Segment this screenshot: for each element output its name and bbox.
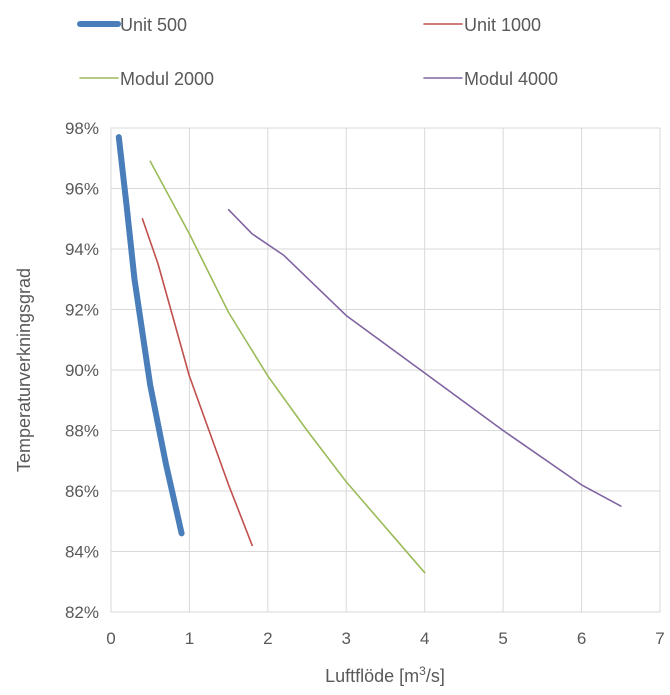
x-axis-title-superscript: 3 [419,664,426,678]
y-tick-label: 86% [65,482,99,501]
legend: Unit 500 Unit 1000 Modul 2000 Modul 4000 [77,15,558,89]
legend-item: Modul 4000 [423,69,558,89]
y-tick-label: 84% [65,543,99,562]
y-tick-label: 94% [65,240,99,259]
y-axis-tick-labels: 82% 84% 86% 88% 90% 92% 94% 96% 98% [65,119,99,622]
y-tick-label: 90% [65,361,99,380]
series-layer [115,134,622,574]
x-tick-label: 0 [106,629,115,648]
x-tick-label: 3 [342,629,351,648]
y-tick-label: 96% [65,180,99,199]
x-tick-label: 7 [655,629,664,648]
y-tick-label: 92% [65,301,99,320]
x-axis-title: Luftflöde [m3/s] [325,664,445,686]
y-tick-label: 98% [65,119,99,138]
legend-label: Modul 2000 [120,69,214,89]
x-tick-label: 1 [185,629,194,648]
x-tick-label: 6 [577,629,586,648]
plot-frame [110,127,661,613]
legend-label: Unit 1000 [464,15,541,35]
x-tick-label: 4 [420,629,429,648]
y-tick-label: 82% [65,603,99,622]
series-line-unit-1000 [141,218,253,547]
legend-item: Modul 2000 [79,69,214,89]
x-tick-label: 2 [263,629,272,648]
x-axis-title-main: Luftflöde [m [325,666,419,686]
x-axis-tick-labels: 0 1 2 3 4 5 6 7 [106,629,664,648]
legend-label: Unit 500 [120,15,187,35]
series-line-modul-4000 [227,208,622,507]
legend-item: Unit 1000 [423,15,541,35]
y-tick-label: 88% [65,422,99,441]
x-axis-title-suffix: /s] [426,666,445,686]
grid [110,127,661,613]
x-tick-label: 5 [498,629,507,648]
y-axis-title: Temperaturverkningsgrad [14,268,34,472]
legend-item: Unit 500 [77,15,187,35]
legend-label: Modul 4000 [464,69,558,89]
series-line-unit-500 [115,134,185,537]
series-line-modul-2000 [149,160,426,574]
